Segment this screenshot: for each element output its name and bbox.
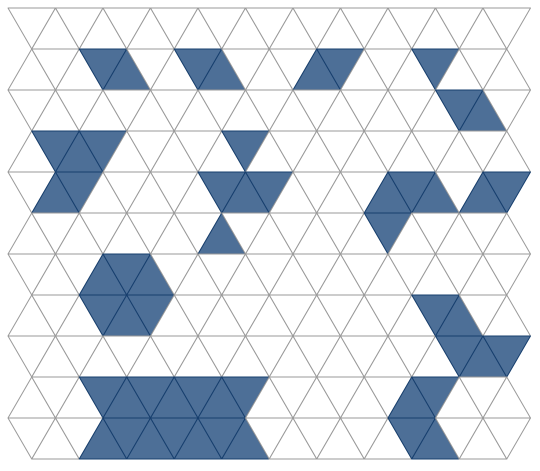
empty-cell-r0-c20[interactable]: [482, 7, 531, 50]
empty-cell-r6-c20[interactable]: [482, 253, 531, 296]
empty-cell-r10-c20[interactable]: [482, 417, 531, 460]
filled-cell-r4-c20[interactable]: [482, 171, 531, 214]
empty-cell-r2-c20[interactable]: [482, 89, 531, 132]
filled-cell-r8-c20[interactable]: [482, 335, 531, 378]
